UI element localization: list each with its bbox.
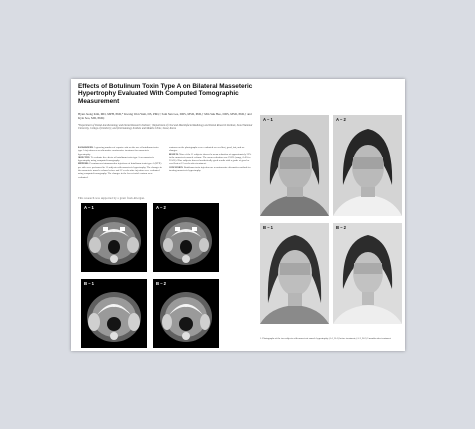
abstract-keyword: background.: [78, 146, 94, 149]
ct-scan-a2: A – 2: [153, 203, 219, 272]
ct-scan-image: [160, 292, 212, 342]
ct-scan-b1: B – 1: [81, 279, 147, 348]
abstract-text: Percutaneous intramuscular injections of…: [78, 162, 162, 179]
journal-page: Effects of Botulinum Toxin Type A on Bil…: [71, 79, 405, 351]
abstract-column-2: contours on the photographs were evaluat…: [169, 146, 253, 172]
abstract-text: Nine of the 11 subjects showed a mean re…: [169, 152, 252, 166]
panel-label: A – 2: [336, 117, 346, 122]
abstract-keyword: objective.: [78, 155, 91, 159]
abstract-text: contours on the photographs were evaluat…: [169, 146, 245, 153]
abstract-keyword: conclusion.: [169, 165, 184, 169]
ct-scan-image: [87, 292, 141, 342]
article-title: Effects of Botulinum Toxin Type A on Bil…: [78, 83, 253, 105]
patient-face-image: [260, 115, 329, 216]
ct-scan-image: [160, 217, 212, 265]
abstract-text: A growing number of reports exist on the…: [78, 146, 159, 156]
article-authors: Hyun Jeong Kim, MD, MPH, PhD,* Kwang Won…: [78, 112, 252, 120]
article-affiliations: *Department of Dental Anesthesiology and…: [78, 124, 253, 131]
patient-photo-a1: A – 1: [260, 115, 329, 216]
ct-scan-a1: A – 1: [81, 203, 147, 272]
abstract-paragraph: background. A growing number of reports …: [78, 146, 162, 156]
abstract-keyword: results.: [169, 152, 179, 156]
panel-label: B – 1: [263, 225, 274, 230]
patient-photo-b2: B – 2: [333, 223, 402, 324]
funding-banner: This research was supported by a grant f…: [78, 197, 145, 200]
abstract-paragraph: methods. Percutaneous intramuscular inje…: [78, 162, 162, 178]
abstract-keyword: methods.: [78, 162, 89, 166]
patient-photo-b1: B – 1: [260, 223, 329, 324]
panel-label: B – 1: [84, 281, 95, 286]
patient-face-image: [260, 223, 329, 324]
abstract-paragraph: conclusion. Botulinum toxin injection ar…: [169, 166, 253, 173]
patient-face-image: [333, 115, 402, 216]
patient-photos-figure: A – 1 A – 2 B – 1: [260, 115, 402, 330]
panel-label: A – 2: [156, 205, 166, 210]
ct-scan-figure: A – 1 A – 2: [81, 203, 219, 350]
ct-scan-b2: B – 2: [153, 279, 219, 348]
abstract-text: Botulinum toxin injection are a noninvas…: [169, 165, 251, 173]
panel-label: A – 1: [263, 117, 273, 122]
patient-face-image: [333, 223, 402, 324]
panel-label: B – 2: [336, 225, 347, 230]
abstract-column-1: background. A growing number of reports …: [78, 146, 162, 179]
abstract-paragraph: results. Nine of the 11 subjects showed …: [169, 153, 253, 166]
abstract-paragraph: objective. To evaluate the effects of bo…: [78, 156, 162, 163]
ct-scan-image: [87, 217, 141, 265]
panel-label: A – 1: [84, 205, 94, 210]
figure-caption: 1. Photographs of the two subjects with …: [260, 337, 392, 340]
abstract-text: To evaluate the effects of botulinum tox…: [78, 155, 155, 163]
abstract-paragraph: contours on the photographs were evaluat…: [169, 146, 253, 153]
panel-label: B – 2: [156, 281, 167, 286]
patient-photo-a2: A – 2: [333, 115, 402, 216]
